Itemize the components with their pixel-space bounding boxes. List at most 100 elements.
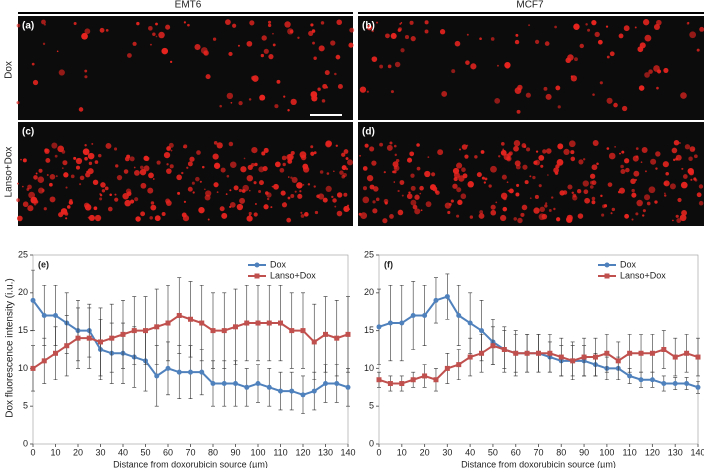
cell bbox=[67, 205, 71, 209]
cell bbox=[165, 200, 172, 206]
cell bbox=[299, 190, 302, 193]
cell bbox=[689, 146, 696, 152]
cell bbox=[452, 183, 458, 189]
cell bbox=[382, 218, 388, 224]
cell bbox=[183, 146, 185, 148]
legend-label: Dox bbox=[620, 259, 637, 269]
cell bbox=[155, 22, 158, 26]
cell bbox=[408, 191, 411, 194]
cell bbox=[386, 144, 393, 151]
cell bbox=[79, 183, 82, 186]
cell bbox=[514, 87, 522, 94]
row-label: Dox bbox=[4, 61, 15, 79]
cell bbox=[254, 203, 257, 205]
cell bbox=[696, 192, 702, 198]
cell bbox=[154, 215, 161, 222]
cell bbox=[283, 95, 286, 98]
cell bbox=[618, 187, 625, 194]
x-tick-label: 90 bbox=[230, 447, 240, 457]
cell bbox=[82, 148, 90, 156]
cell bbox=[677, 197, 682, 203]
cell bbox=[399, 22, 402, 25]
marker bbox=[300, 392, 306, 398]
cell bbox=[284, 21, 291, 28]
marker bbox=[64, 343, 70, 349]
cell bbox=[508, 151, 513, 156]
micrograph bbox=[358, 16, 704, 120]
cell bbox=[690, 178, 693, 181]
cell bbox=[287, 109, 290, 112]
marker bbox=[444, 365, 450, 371]
cell bbox=[287, 28, 294, 35]
cell bbox=[570, 150, 575, 155]
y-tick-label: 10 bbox=[18, 363, 28, 373]
cell bbox=[400, 48, 405, 53]
cell bbox=[73, 22, 77, 26]
cell bbox=[541, 213, 548, 220]
cell bbox=[456, 162, 463, 169]
cell bbox=[150, 201, 155, 205]
cell bbox=[134, 170, 140, 176]
cell bbox=[543, 86, 548, 91]
cell bbox=[642, 209, 646, 213]
cell bbox=[274, 104, 279, 109]
cell bbox=[416, 143, 420, 147]
cell bbox=[241, 189, 246, 193]
cell bbox=[238, 188, 243, 193]
cell bbox=[268, 54, 274, 60]
marker bbox=[479, 350, 485, 356]
marker bbox=[467, 320, 473, 326]
cell bbox=[125, 188, 132, 194]
cell bbox=[308, 30, 314, 36]
cell bbox=[392, 161, 399, 168]
panel-label: (a) bbox=[22, 21, 34, 32]
cell bbox=[563, 148, 570, 156]
cell bbox=[56, 50, 59, 53]
cell bbox=[359, 154, 362, 157]
cell bbox=[84, 156, 88, 161]
y-tick-label: 5 bbox=[369, 401, 374, 411]
legend-label: Lanso+Dox bbox=[270, 270, 316, 280]
cell bbox=[506, 156, 511, 161]
marker bbox=[176, 369, 182, 375]
cell bbox=[619, 152, 621, 155]
cell bbox=[20, 158, 22, 161]
cell bbox=[389, 214, 394, 219]
cell bbox=[281, 202, 288, 208]
cell bbox=[51, 142, 58, 149]
cell bbox=[539, 206, 545, 213]
y-tick-label: 0 bbox=[23, 438, 28, 448]
cell bbox=[239, 197, 246, 204]
cell bbox=[515, 164, 521, 170]
cell bbox=[41, 19, 46, 25]
cell bbox=[225, 193, 228, 195]
cell bbox=[296, 182, 303, 189]
cell bbox=[246, 215, 253, 222]
x-tick-label: 110 bbox=[622, 447, 636, 457]
cell bbox=[314, 210, 319, 215]
cell bbox=[75, 165, 81, 170]
cell bbox=[394, 153, 397, 157]
cell bbox=[459, 148, 462, 151]
cell bbox=[152, 32, 156, 36]
cell bbox=[312, 41, 315, 45]
cell bbox=[545, 93, 552, 100]
marker bbox=[109, 335, 115, 341]
cell bbox=[644, 194, 651, 201]
marker bbox=[433, 377, 439, 383]
cell bbox=[409, 20, 414, 25]
cell bbox=[650, 158, 657, 165]
cell bbox=[79, 175, 85, 181]
cell bbox=[525, 92, 531, 98]
cell bbox=[335, 144, 338, 147]
cell bbox=[389, 141, 393, 145]
cell bbox=[348, 42, 354, 48]
cell bbox=[585, 23, 588, 26]
cell bbox=[606, 147, 610, 150]
cell bbox=[143, 155, 149, 161]
marker bbox=[456, 312, 462, 318]
cell bbox=[662, 161, 669, 168]
legend-swatch bbox=[254, 273, 260, 279]
cell bbox=[274, 161, 281, 168]
cell bbox=[46, 173, 49, 177]
